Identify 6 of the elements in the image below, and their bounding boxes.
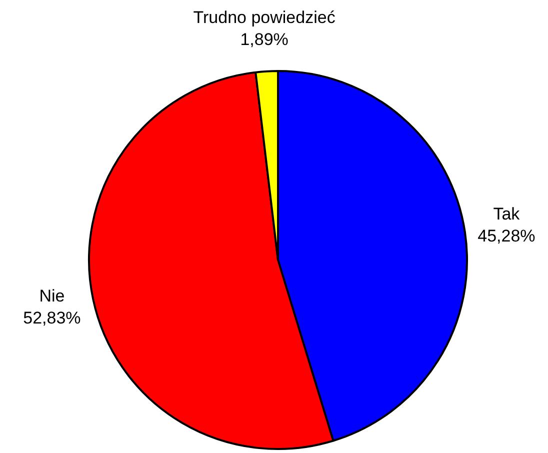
slice-label: Nie: [39, 286, 65, 306]
slice-label: Trudno powiedzieć: [193, 8, 336, 28]
data-label: 52,83%: [23, 308, 81, 328]
slice-label: Tak: [493, 204, 520, 224]
data-label: 1,89%: [240, 30, 288, 50]
data-label: 45,28%: [478, 226, 536, 246]
